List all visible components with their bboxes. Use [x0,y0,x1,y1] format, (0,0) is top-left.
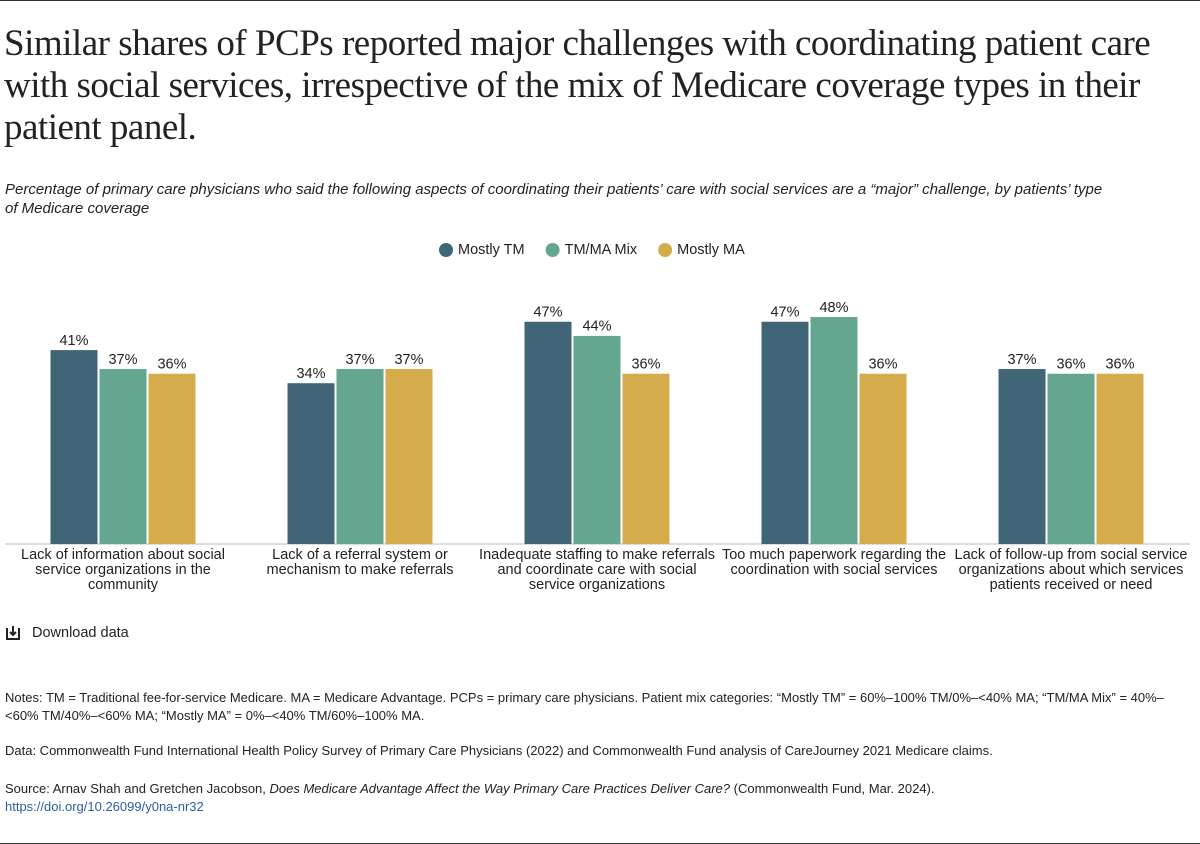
source-prefix: Source: Arnav Shah and Gretchen Jacobson… [5,781,266,796]
x-tick-label: Lack of information about social service… [21,547,225,593]
bar [998,369,1046,544]
value-label: 37% [1007,352,1036,368]
bar [99,369,147,544]
value-label: 37% [108,352,137,368]
value-label: 47% [533,305,562,321]
bar [524,321,572,544]
value-label: 36% [868,357,897,373]
bar [287,383,335,544]
value-label: 47% [770,305,799,321]
chart-subtitle: Percentage of primary care physicians wh… [5,181,1103,217]
value-label: 37% [345,352,374,368]
bar [148,373,196,544]
value-label: 34% [296,366,325,382]
source-title: Does Medicare Advantage Affect the Way P… [269,781,730,796]
legend-label: TM/MA Mix [565,242,638,258]
value-label: 36% [1105,357,1134,373]
source: Source: Arnav Shah and Gretchen Jacobson… [5,780,1185,816]
value-label: 36% [1056,357,1085,373]
legend-label: Mostly MA [677,242,745,258]
x-tick-label: Inadequate staffing to make referrals an… [479,547,715,593]
bar [50,350,98,544]
legend-marker [439,243,453,257]
bar [810,317,858,544]
data-note: Data: Commonwealth Fund International He… [5,743,993,758]
download-icon [6,626,20,640]
bar [622,373,670,544]
bar [761,321,809,544]
download-button[interactable]: Download data [4,624,129,642]
bar [385,369,433,544]
value-label: 36% [631,357,660,373]
bar [336,369,384,544]
x-tick-label: Too much paperwork regarding the coordin… [721,547,947,578]
download-label[interactable]: Download data [32,625,129,641]
chart: Mostly TM TM/MA Mix Mostly MA 41% 37% 36% 34% 3… [5,242,1190,545]
legend-marker [545,243,560,257]
value-label: 41% [59,333,88,349]
bar [573,335,621,544]
chart-title: Similar shares of PCPs reported major ch… [4,23,1151,148]
value-label: 44% [582,319,611,335]
bar [1096,373,1144,544]
bar [1047,373,1095,544]
notes: Notes: TM = Traditional fee-for-service … [5,690,1164,723]
value-label: 37% [394,352,423,368]
x-tick-label: Lack of follow-up from social service or… [954,547,1188,593]
source-suffix: (Commonwealth Fund, Mar. 2024). [733,781,935,796]
x-tick-label: Lack of a referral system or mechanism t… [266,547,454,578]
bar [859,373,907,544]
value-label: 36% [157,357,186,373]
value-label: 48% [819,300,848,316]
legend-marker [658,243,673,257]
legend-label: Mostly TM [458,242,525,258]
source-link[interactable]: https://doi.org/10.26099/y0na-nr32 [5,799,204,814]
